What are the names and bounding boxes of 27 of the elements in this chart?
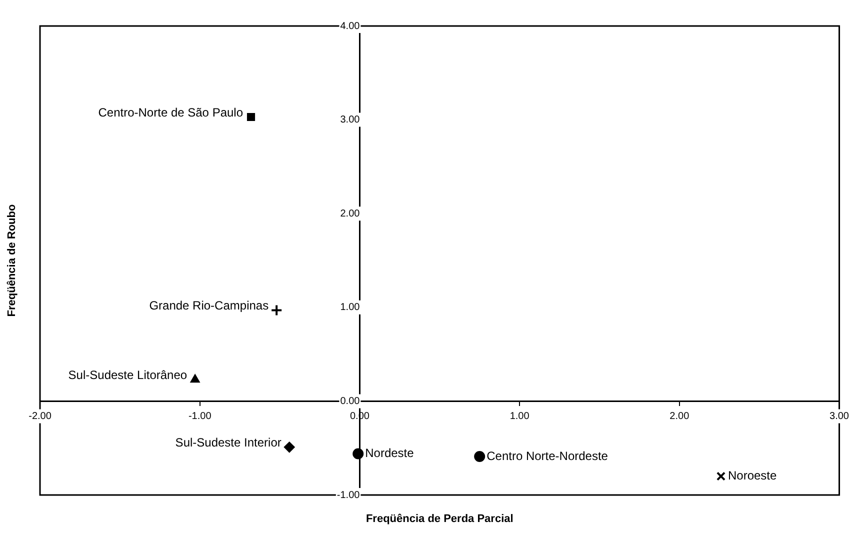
point: [270, 304, 283, 316]
series-label: Nordeste: [365, 446, 414, 460]
point: [716, 472, 726, 481]
x-tick-label: -1.00: [188, 410, 212, 422]
point: [190, 374, 200, 383]
point: [246, 112, 256, 122]
series-label: Sul-Sudeste Interior: [175, 435, 282, 450]
y-tick-label: 2.00: [340, 208, 360, 220]
x-tick-label: 3.00: [830, 410, 850, 422]
y-tick-label: 3.00: [340, 114, 360, 126]
y-axis-title: Freqüência de Roubo: [6, 204, 18, 317]
x-tick-label: -2.00: [28, 410, 52, 422]
series-label: Grande Rio-Campinas: [149, 298, 269, 313]
y-tick-label: 4.00: [340, 20, 360, 32]
point: [352, 448, 364, 460]
y-tick-label: -1.00: [336, 490, 360, 501]
point: [474, 451, 486, 462]
series-label: Noroeste: [728, 468, 777, 483]
series-label: Centro Norte-Nordeste: [486, 448, 608, 463]
y-tick-label: 0.00: [340, 396, 360, 407]
series-label: Centro-Norte de São Paulo: [98, 105, 244, 120]
x-axis-title: Freqüência de Perda Parcial: [366, 513, 514, 526]
point: [284, 442, 295, 453]
series-label: Sul-Sudeste Litorâneo: [68, 368, 188, 382]
x-tick-label: 1.00: [510, 410, 530, 422]
y-tick-label: 1.00: [340, 302, 360, 314]
x-tick-label: 2.00: [670, 410, 690, 422]
